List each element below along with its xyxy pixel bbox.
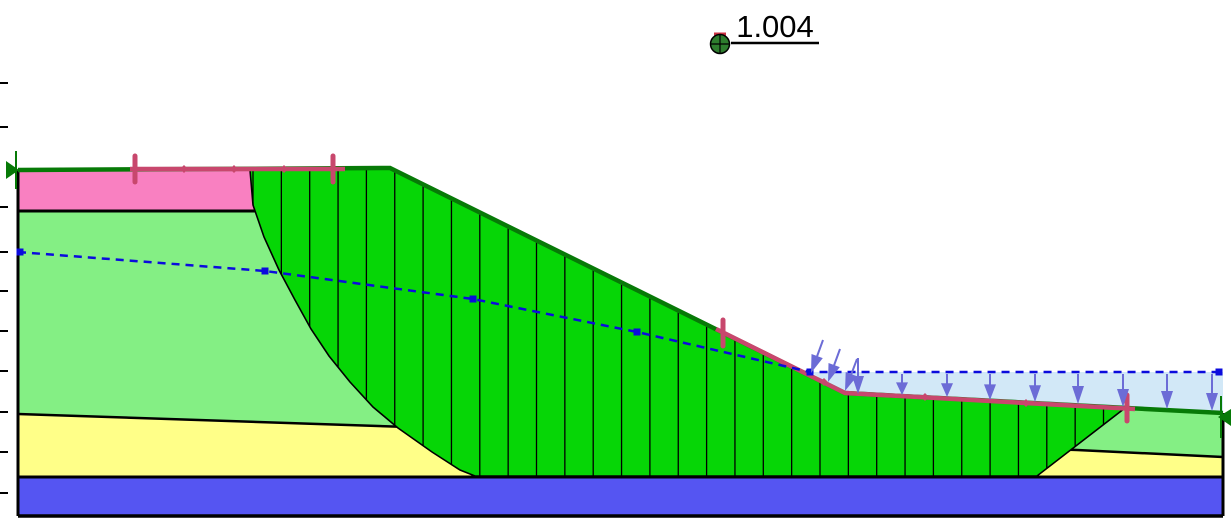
- piezometric-vertex-marker[interactable]: [16, 248, 24, 256]
- slip-entry-range-tick-marker: [230, 165, 238, 173]
- surface-extent-triangle-icon: [6, 161, 19, 179]
- slip-exit-range-tick-marker: [1022, 399, 1030, 407]
- slip-entry-range: [130, 153, 345, 185]
- piezometric-vertex-marker[interactable]: [1215, 368, 1223, 376]
- slip-exit-range-tick-marker: [820, 378, 828, 386]
- water-pressure-arrows: [811, 339, 1218, 411]
- water-arrow-head-icon: [1117, 389, 1129, 407]
- surface-extent-marker-right[interactable]: [1218, 396, 1231, 438]
- slip-entry-range-tick-marker: [280, 165, 288, 173]
- piezometric-vertex-marker[interactable]: [469, 295, 477, 303]
- piezometric-vertex-marker[interactable]: [261, 267, 269, 275]
- water-arrow-head-icon: [896, 382, 908, 395]
- slip-exit-range-tick-marker: [921, 393, 929, 401]
- surface-extent-marker-left[interactable]: [6, 151, 19, 189]
- factor-of-safety-label[interactable]: 1.004: [736, 9, 814, 44]
- water-region: [810, 372, 1223, 413]
- surface-extent-triangle-icon: [1218, 409, 1231, 426]
- slip-exit-range-line: [715, 326, 1136, 412]
- piezometric-vertex-marker[interactable]: [633, 328, 641, 336]
- water-arrow-head-icon: [852, 376, 864, 394]
- elevation-axis-ticks: [0, 82, 8, 494]
- water-arrow-head-icon: [941, 383, 953, 397]
- water-arrow-head-icon: [828, 363, 840, 382]
- water-arrow-head-icon: [984, 384, 996, 400]
- water-arrow-head-icon: [1206, 393, 1218, 411]
- water-arrow-tail: [815, 339, 824, 360]
- water-arrow-head-icon: [1072, 386, 1084, 404]
- water-arrow-tail: [832, 348, 841, 369]
- water-arrow-head-icon: [1029, 385, 1041, 402]
- piezometric-line[interactable]: [17, 250, 1219, 374]
- water-arrow-head-icon: [811, 354, 823, 373]
- slip-entry-range-tick-marker: [180, 165, 188, 173]
- water-arrow-tail: [849, 358, 858, 378]
- piezometric-vertex-marker[interactable]: [806, 368, 814, 376]
- water-arrow-head-icon: [1161, 391, 1173, 409]
- slip-exit-range: [715, 317, 1136, 424]
- slip-center-marker[interactable]: [709, 32, 731, 55]
- blue-base-layer-region: [18, 477, 1223, 516]
